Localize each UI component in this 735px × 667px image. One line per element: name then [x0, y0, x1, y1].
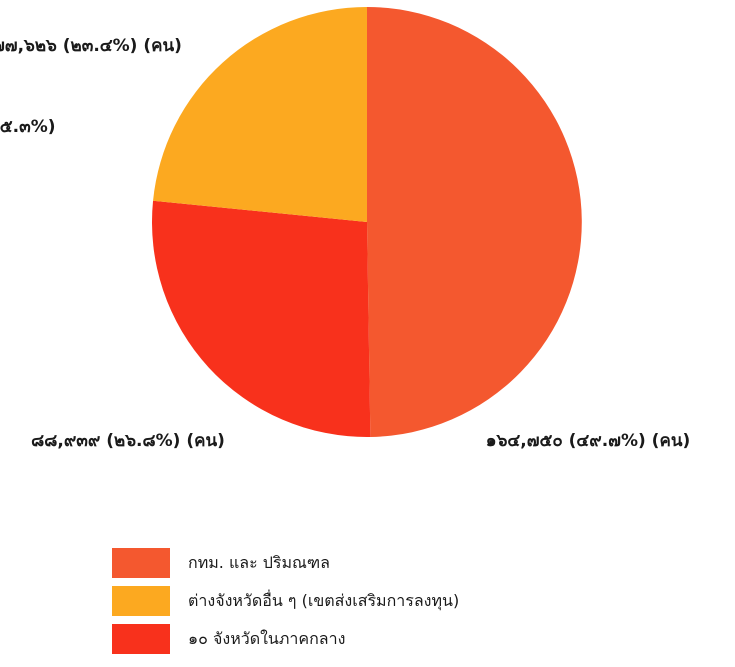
legend-swatch-central-provinces [112, 624, 170, 654]
slice-other-provinces-label: ๗๗,๖๒๖ (๒๓.๔%) (คน) [0, 36, 182, 56]
slice-other-provinces [153, 6, 367, 223]
slice-bangkok [367, 7, 582, 437]
slice-bangkok-label: ๑๖๔,๗๕๐ (๔๙.๗%) (คน) [486, 431, 690, 451]
legend-item-central-provinces: ๑๐ จังหวัดในภาคกลาง [112, 620, 459, 658]
legend-item-other-provinces: ต่างจังหวัดอื่น ๆ (เขตส่งเสริมการลงทุน) [112, 582, 459, 620]
partial-slice-label: (๕.๓%) [0, 117, 56, 137]
legend-label-other-provinces: ต่างจังหวัดอื่น ๆ (เขตส่งเสริมการลงทุน) [188, 590, 460, 610]
legend: กทม. และ ปริมณฑล ต่างจังหวัดอื่น ๆ (เขตส… [112, 544, 459, 658]
legend-item-bangkok: กทม. และ ปริมณฑล [112, 544, 459, 582]
pie-slices [151, 6, 582, 437]
legend-label-central-provinces: ๑๐ จังหวัดในภาคกลาง [188, 628, 346, 648]
legend-swatch-bangkok [112, 548, 170, 578]
slice-labels: ๑๖๔,๗๕๐ (๔๙.๗%) (คน) ๘๘,๙๓๙ (๒๖.๘%) (คน) ๗… [0, 36, 690, 451]
slice-central-provinces-label: ๘๘,๙๓๙ (๒๖.๘%) (คน) [31, 431, 225, 451]
slice-central-provinces [151, 200, 371, 437]
legend-swatch-other-provinces [112, 586, 170, 616]
legend-label-bangkok: กทม. และ ปริมณฑล [188, 552, 330, 572]
